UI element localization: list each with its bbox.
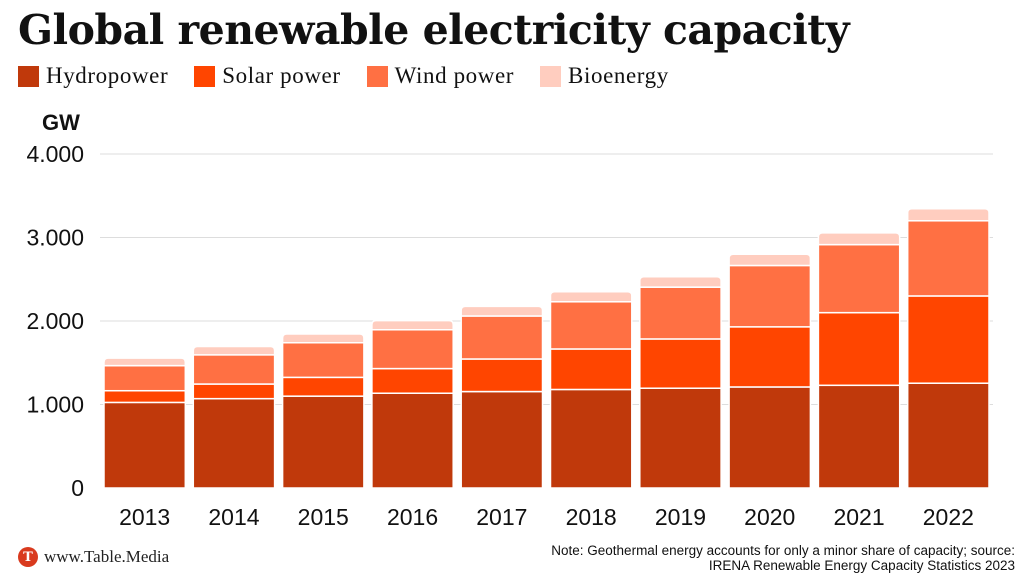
legend-item-hydropower: Hydropower xyxy=(18,63,168,89)
bar-stack xyxy=(460,305,544,489)
legend-label-bioenergy: Bioenergy xyxy=(568,63,669,88)
brand-link[interactable]: www.Table.Media xyxy=(44,547,170,566)
chart-legend: Hydropower Solar power Wind power Bioene… xyxy=(18,62,695,90)
x-tick-label: 2013 xyxy=(119,504,170,530)
legend-label-wind: Wind power xyxy=(394,63,515,88)
bar-segment-solar xyxy=(817,311,901,387)
bar-segment-hydropower xyxy=(728,386,812,489)
y-tick-label: 2.000 xyxy=(26,308,84,334)
source-note-line-2: IRENA Renewable Energy Capacity Statisti… xyxy=(708,558,1015,573)
bar-segment-bioenergy xyxy=(371,319,454,331)
bar-segment-solar xyxy=(281,376,365,397)
bar-segment-bioenergy xyxy=(817,232,901,246)
source-note: Note: Geothermal energy accounts for onl… xyxy=(455,543,1015,573)
bar-segment-wind xyxy=(281,341,365,379)
y-tick-label: 4.000 xyxy=(26,141,84,167)
table-media-logo-icon: T xyxy=(18,547,38,567)
bar-stack xyxy=(549,291,633,489)
bar-segment-hydropower xyxy=(639,387,722,489)
legend-item-solar: Solar power xyxy=(194,63,340,89)
x-axis-ticks: 2013 2014 2015 2016 2017 2018 2019 2020 2021 2022 xyxy=(119,504,974,530)
bar-segment-solar xyxy=(728,326,812,388)
bar-segment-solar xyxy=(371,367,454,394)
bars xyxy=(103,207,990,489)
legend-label-solar: Solar power xyxy=(222,63,341,88)
brand[interactable]: T www.Table.Media xyxy=(18,544,169,570)
y-tick-label: 1.000 xyxy=(26,392,84,418)
bar-segment-bioenergy xyxy=(728,253,812,267)
bar-stack xyxy=(371,319,454,489)
bar-segment-hydropower xyxy=(371,392,454,489)
bar-stack xyxy=(817,232,901,489)
bar-segment-wind xyxy=(103,364,187,392)
y-tick-label: 0 xyxy=(71,475,84,501)
bar-segment-hydropower xyxy=(103,401,187,489)
bar-segment-wind xyxy=(817,243,901,314)
bar-segment-solar xyxy=(192,383,276,400)
x-tick-label: 2014 xyxy=(208,504,259,530)
x-tick-label: 2019 xyxy=(655,504,706,530)
bar-segment-solar xyxy=(103,389,187,404)
bar-segment-wind xyxy=(639,286,722,340)
bar-segment-hydropower xyxy=(549,388,633,489)
bar-segment-bioenergy xyxy=(192,345,276,356)
bar-segment-bioenergy xyxy=(906,207,990,222)
legend-swatch-bioenergy xyxy=(540,65,562,87)
chart-title: Global renewable electricity capacity xyxy=(18,6,850,54)
bar-segment-bioenergy xyxy=(281,333,365,344)
bar-segment-wind xyxy=(371,329,454,370)
bar-segment-solar xyxy=(460,358,544,393)
legend-swatch-solar xyxy=(194,65,216,87)
bar-segment-hydropower xyxy=(817,384,901,489)
bar-segment-wind xyxy=(192,354,276,385)
bar-segment-wind xyxy=(549,301,633,350)
bar-stack xyxy=(103,357,187,489)
bar-segment-wind xyxy=(460,315,544,360)
legend-label-hydropower: Hydropower xyxy=(46,63,169,88)
y-axis-unit-label: GW xyxy=(42,110,80,135)
legend-item-bioenergy: Bioenergy xyxy=(540,63,669,89)
bar-segment-hydropower xyxy=(906,382,990,489)
bar-segment-hydropower xyxy=(281,395,365,489)
legend-swatch-wind xyxy=(366,65,388,87)
bar-segment-bioenergy xyxy=(103,357,187,367)
bar-segment-hydropower xyxy=(192,397,276,489)
bar-segment-bioenergy xyxy=(460,305,544,317)
x-tick-label: 2015 xyxy=(298,504,349,530)
bar-segment-wind xyxy=(728,264,812,328)
bar-segment-solar xyxy=(549,348,633,391)
bar-segment-bioenergy xyxy=(549,291,633,303)
bar-segment-solar xyxy=(906,295,990,384)
bar-stack xyxy=(281,333,365,489)
x-tick-label: 2021 xyxy=(833,504,884,530)
bar-segment-wind xyxy=(906,220,990,297)
legend-item-wind: Wind power xyxy=(366,63,515,89)
bar-segment-solar xyxy=(639,338,722,389)
source-note-line-1: Note: Geothermal energy accounts for onl… xyxy=(551,543,1015,558)
bar-stack xyxy=(906,207,990,489)
bar-stack xyxy=(192,345,276,489)
bar-segment-hydropower xyxy=(460,390,544,489)
bar-stack xyxy=(728,253,812,489)
bar-segment-bioenergy xyxy=(639,275,722,288)
legend-swatch-hydropower xyxy=(18,65,39,87)
y-tick-label: 3.000 xyxy=(26,225,84,251)
y-axis-ticks: 0 1.000 2.000 3.000 4.000 xyxy=(26,141,84,501)
x-tick-label: 2017 xyxy=(476,504,527,530)
x-tick-label: 2022 xyxy=(923,504,974,530)
x-tick-label: 2018 xyxy=(566,504,617,530)
x-tick-label: 2020 xyxy=(744,504,795,530)
x-tick-label: 2016 xyxy=(387,504,438,530)
bar-stack xyxy=(639,275,722,489)
